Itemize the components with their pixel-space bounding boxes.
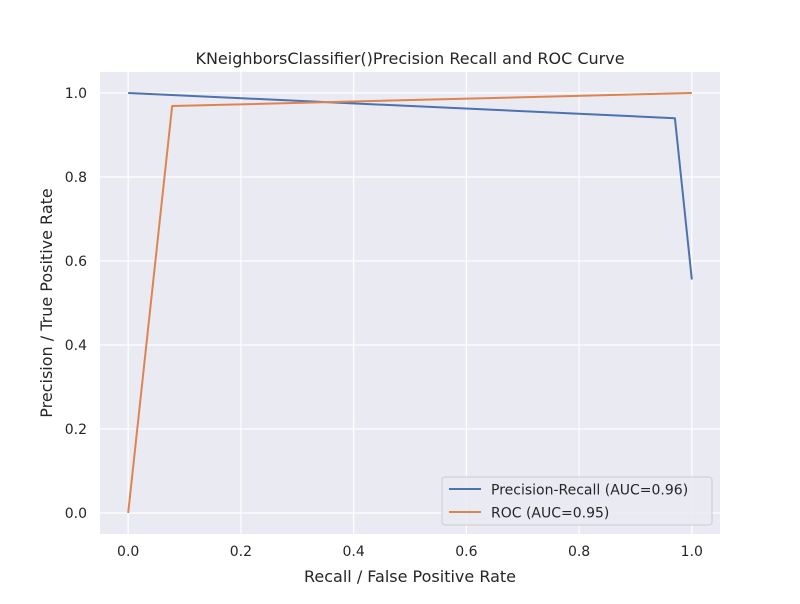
series-line-precision-recall xyxy=(128,92,693,280)
y-tick-label: 0.4 xyxy=(65,338,87,354)
x-tick-label: 1.0 xyxy=(681,544,703,560)
legend-label-roc: ROC (AUC=0.95) xyxy=(491,506,609,522)
series-line-roc xyxy=(127,92,692,514)
x-tick-label: 0.2 xyxy=(230,544,252,560)
x-tick-label: 0.6 xyxy=(455,544,477,560)
series-layer xyxy=(127,92,693,514)
legend: Precision-Recall (AUC=0.96) ROC (AUC=0.9… xyxy=(441,476,713,526)
x-tick-label: 0.8 xyxy=(568,544,590,560)
x-tick-label: 0.4 xyxy=(343,544,365,560)
y-axis-label: Precision / True Positive Rate xyxy=(37,188,56,417)
y-tick-label: 0.8 xyxy=(65,170,87,186)
chart-title: KNeighborsClassifier()Precision Recall a… xyxy=(195,49,624,68)
plot-area xyxy=(100,72,720,534)
tick-labels: 0.0 0.2 0.4 0.6 0.8 1.0 0.0 0.2 0.4 0.6 0.8 1.0 xyxy=(65,86,703,560)
x-tick-label: 0.0 xyxy=(117,544,139,560)
grid xyxy=(100,72,720,534)
legend-box xyxy=(441,476,713,526)
y-tick-label: 1.0 xyxy=(65,86,87,102)
y-tick-label: 0.0 xyxy=(65,506,87,522)
y-tick-label: 0.2 xyxy=(65,422,87,438)
legend-label-precision-recall: Precision-Recall (AUC=0.96) xyxy=(491,483,688,499)
x-axis-label: Recall / False Positive Rate xyxy=(304,567,516,586)
y-tick-label: 0.6 xyxy=(65,254,87,270)
